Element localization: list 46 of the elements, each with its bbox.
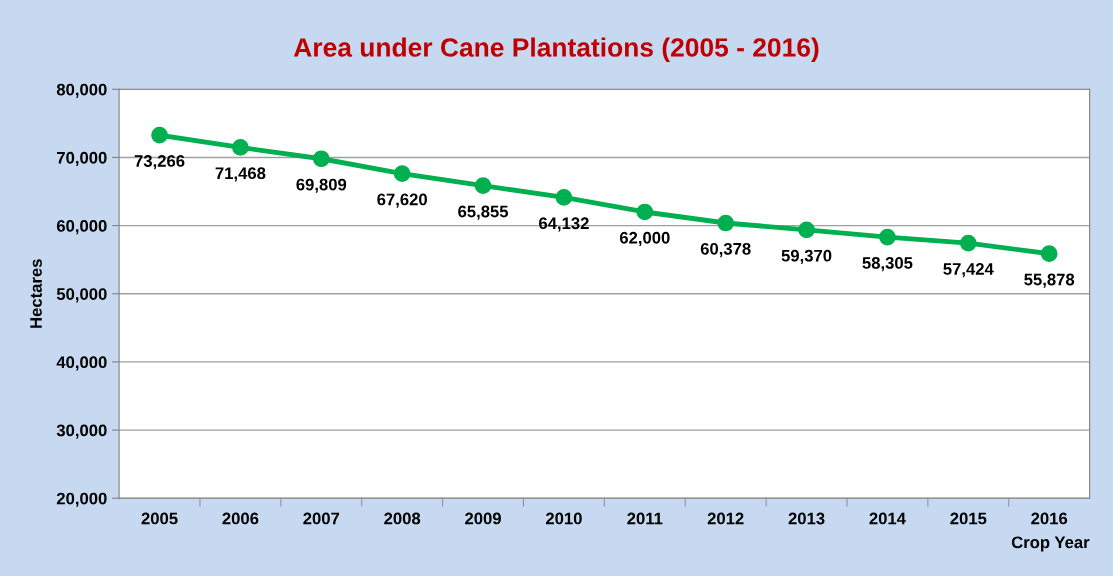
x-tick-label: 2007 [303,512,340,525]
data-label: 67,620 [377,193,427,208]
chart-title: Area under Cane Plantations (2005 - 2016) [293,37,819,63]
point [1040,245,1058,263]
x-tick-label: 2014 [869,512,906,525]
point [232,139,249,156]
point [636,203,654,221]
point [555,189,573,206]
x-axis-title: Crop Year [1011,536,1090,552]
point [959,234,977,252]
point [717,214,735,232]
point [798,221,815,239]
point [879,228,896,246]
x-tick-label: 2012 [707,512,744,525]
data-label: 59,370 [781,249,832,264]
point [474,177,492,195]
x-tick-label: 2005 [141,512,178,525]
x-tick-label: 2006 [222,512,259,525]
data-label: 62,000 [619,231,670,247]
y-tick-label: 60,000 [56,220,107,235]
point [312,150,330,168]
data-label: 60,378 [700,242,751,258]
data-label: 71,468 [215,167,266,182]
data-label: 69,809 [296,178,347,193]
y-axis-title: Hectares [30,259,42,328]
point [151,126,168,144]
x-tick-label: 2015 [950,512,987,525]
y-tick-label: 30,000 [56,424,107,439]
x-tick-label: 2010 [545,512,582,525]
data-label: 64,132 [539,217,589,232]
data-label: 73,266 [134,155,185,170]
x-tick-label: 2008 [384,512,421,525]
x-tick-label: 2016 [1031,512,1068,525]
y-tick-label: 50,000 [56,288,107,303]
y-tick-label: 80,000 [56,83,107,98]
data-label: 57,424 [943,263,994,278]
y-tick-label: 70,000 [57,151,107,167]
x-tick-label: 2011 [627,512,663,525]
y-tick-label: 40,000 [56,356,107,371]
data-label: 65,855 [458,205,509,220]
point [393,165,411,182]
y-tick-label: 20,000 [56,492,107,507]
x-tick-label: 2013 [788,512,825,525]
x-tick-label: 2009 [465,512,501,525]
data-label: 55,878 [1024,273,1075,288]
data-label: 58,305 [862,257,913,272]
